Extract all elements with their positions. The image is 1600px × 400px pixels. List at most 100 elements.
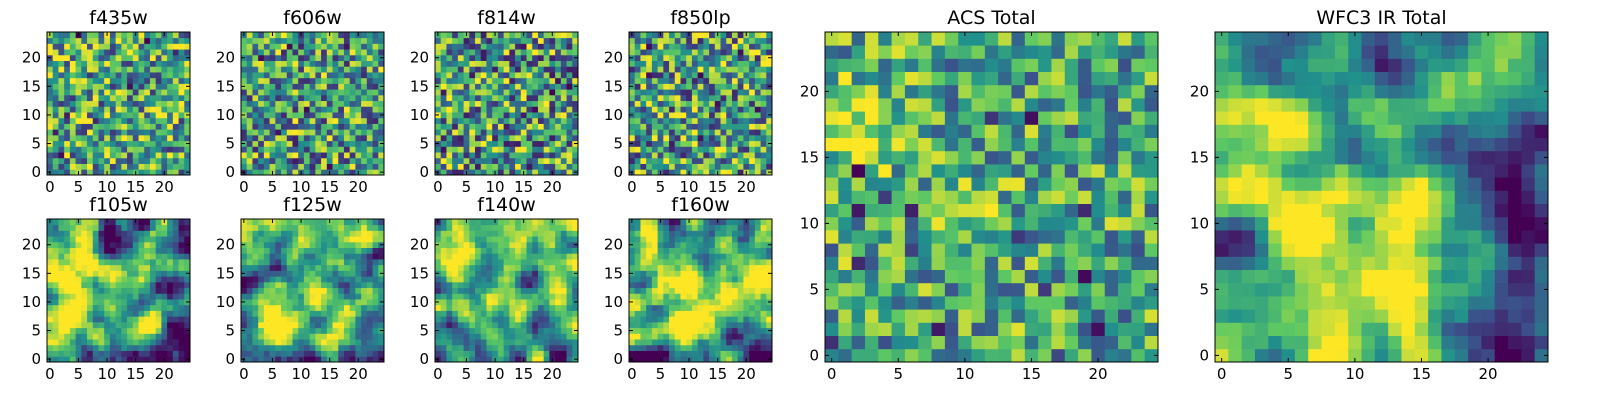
heatmap-cell: [754, 106, 761, 113]
heatmap-cell: [349, 140, 356, 147]
heatmap-cell: [560, 281, 567, 289]
heatmap-cell: [281, 310, 288, 317]
heatmap-cell: [167, 89, 174, 96]
heatmap-cell: [646, 112, 653, 119]
heatmap-cell: [560, 316, 567, 323]
heatmap-cell: [338, 169, 345, 176]
heatmap-cell: [709, 270, 716, 277]
heatmap-cell: [486, 134, 493, 142]
heatmap-cell: [537, 356, 545, 363]
heatmap-cell: [446, 129, 453, 136]
heatmap-cell: [469, 236, 476, 243]
heatmap-cell: [480, 146, 487, 153]
heatmap-cell: [132, 350, 139, 357]
heatmap-cell: [149, 344, 157, 351]
heatmap-cell: [92, 299, 99, 306]
heatmap-cell: [361, 230, 368, 237]
heatmap-cell: [315, 123, 322, 130]
heatmap-cell: [537, 253, 545, 260]
heatmap-cell: [709, 299, 716, 306]
heatmap-cell: [132, 72, 139, 79]
heatmap-cell: [366, 72, 373, 79]
heatmap-cell: [81, 281, 88, 289]
heatmap-cell: [298, 264, 305, 271]
heatmap-cell: [566, 152, 573, 159]
heatmap-cell: [497, 241, 505, 248]
heatmap-cell: [109, 293, 117, 300]
heatmap-cell: [275, 321, 282, 329]
heatmap-cell: [731, 83, 739, 90]
heatmap-cell: [674, 287, 681, 294]
heatmap-cell: [109, 129, 117, 136]
heatmap-cell: [457, 264, 464, 271]
heatmap-cell: [515, 123, 522, 130]
heatmap-cell: [332, 230, 339, 237]
heatmap-cell: [326, 350, 333, 357]
heatmap-cell: [674, 37, 681, 44]
heatmap-cell: [47, 259, 54, 266]
heatmap-cell: [349, 117, 356, 124]
heatmap-cell: [366, 117, 373, 124]
heatmap-cell: [275, 89, 282, 96]
heatmap-cell: [435, 247, 442, 254]
heatmap-cell: [355, 253, 362, 260]
heatmap-cell: [87, 37, 94, 44]
heatmap-cell: [286, 321, 293, 329]
heatmap-cell: [629, 281, 636, 289]
heatmap-cell: [572, 157, 579, 164]
heatmap-cell: [749, 106, 756, 113]
heatmap-cell: [64, 117, 71, 124]
heatmap-cell: [332, 134, 339, 142]
heatmap-cell: [338, 157, 345, 164]
heatmap-cell: [115, 49, 122, 56]
heatmap-cell: [674, 49, 681, 56]
heatmap-cell: [303, 32, 311, 39]
heatmap-cell: [737, 123, 744, 130]
heatmap-cell: [749, 299, 756, 306]
heatmap-cell: [703, 72, 710, 79]
heatmap-cell: [726, 157, 733, 164]
heatmap-cell: [87, 112, 94, 119]
heatmap-cell: [332, 43, 339, 50]
plot-frame: [434, 31, 579, 176]
heatmap-cell: [269, 224, 276, 231]
heatmap-cell: [480, 129, 487, 136]
heatmap-cell: [167, 259, 174, 266]
heatmap-cell: [452, 259, 459, 266]
heatmap-cell: [743, 281, 750, 289]
heatmap-cell: [69, 117, 76, 124]
heatmap-cell: [321, 140, 328, 147]
heatmap-cell: [703, 293, 710, 300]
heatmap-cell: [104, 350, 111, 357]
heatmap-cell: [646, 344, 653, 351]
heatmap-cell: [298, 146, 305, 153]
heatmap-cell: [509, 77, 516, 84]
heatmap-cell: [326, 117, 333, 124]
heatmap-cell: [686, 333, 693, 340]
heatmap-cell: [132, 43, 139, 50]
heatmap-cell: [315, 270, 322, 277]
heatmap-cell: [252, 276, 259, 283]
x-tick-label: 10: [98, 365, 117, 383]
heatmap-cell: [749, 77, 756, 84]
heatmap-cell: [366, 54, 373, 61]
heatmap-cell: [440, 72, 447, 79]
heatmap-cell: [343, 134, 351, 142]
heatmap-cell: [549, 140, 556, 147]
heatmap-cell: [440, 49, 447, 56]
heatmap-cell: [674, 77, 681, 84]
heatmap-cell: [486, 157, 493, 164]
heatmap-cell: [537, 259, 545, 266]
heatmap-cell: [555, 344, 562, 351]
heatmap-cell: [560, 37, 567, 44]
heatmap-cell: [326, 163, 333, 170]
heatmap-cell: [52, 316, 59, 323]
heatmap-cell: [292, 49, 299, 56]
heatmap-cell: [144, 333, 151, 340]
heatmap-cell: [463, 264, 470, 271]
heatmap-cell: [691, 134, 699, 142]
heatmap-cell: [663, 316, 670, 323]
heatmap-cell: [366, 236, 373, 243]
heatmap-cell: [555, 276, 562, 283]
heatmap-cell: [691, 117, 699, 124]
